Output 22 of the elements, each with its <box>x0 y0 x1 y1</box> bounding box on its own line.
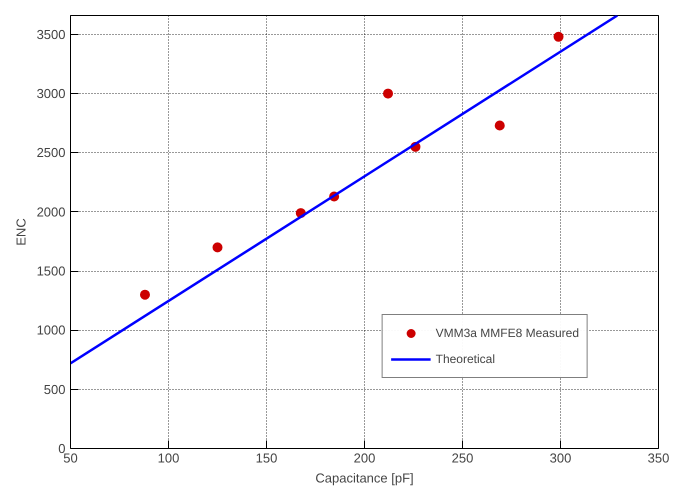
x-tick-label: 100 <box>158 450 180 466</box>
x-axis-title: Capacitance [pF] <box>315 470 414 486</box>
y-axis-title: ENC <box>14 218 29 246</box>
y-tick-label: 3500 <box>36 26 66 42</box>
y-tick-label: 3000 <box>36 86 66 102</box>
point <box>140 290 150 300</box>
y-tick-label: 2500 <box>36 145 66 160</box>
x-tick-label: 200 <box>354 450 376 466</box>
legend-label: VMM3a MMFE8 Measured <box>436 326 579 340</box>
x-tick-label: 150 <box>256 450 278 466</box>
legend-label: Theoretical <box>436 352 495 366</box>
x-tick-label: 300 <box>550 450 572 466</box>
y-tick-label: 2000 <box>36 204 66 220</box>
point <box>494 120 505 131</box>
point <box>212 242 222 252</box>
point <box>554 32 564 42</box>
y-tick-label: 500 <box>44 382 66 397</box>
x-tick-label: 250 <box>452 450 474 466</box>
point <box>383 88 394 99</box>
y-tick-label: 1000 <box>36 322 66 338</box>
x-tick-label: 350 <box>648 450 670 466</box>
y-tick-label: 1500 <box>36 264 66 279</box>
